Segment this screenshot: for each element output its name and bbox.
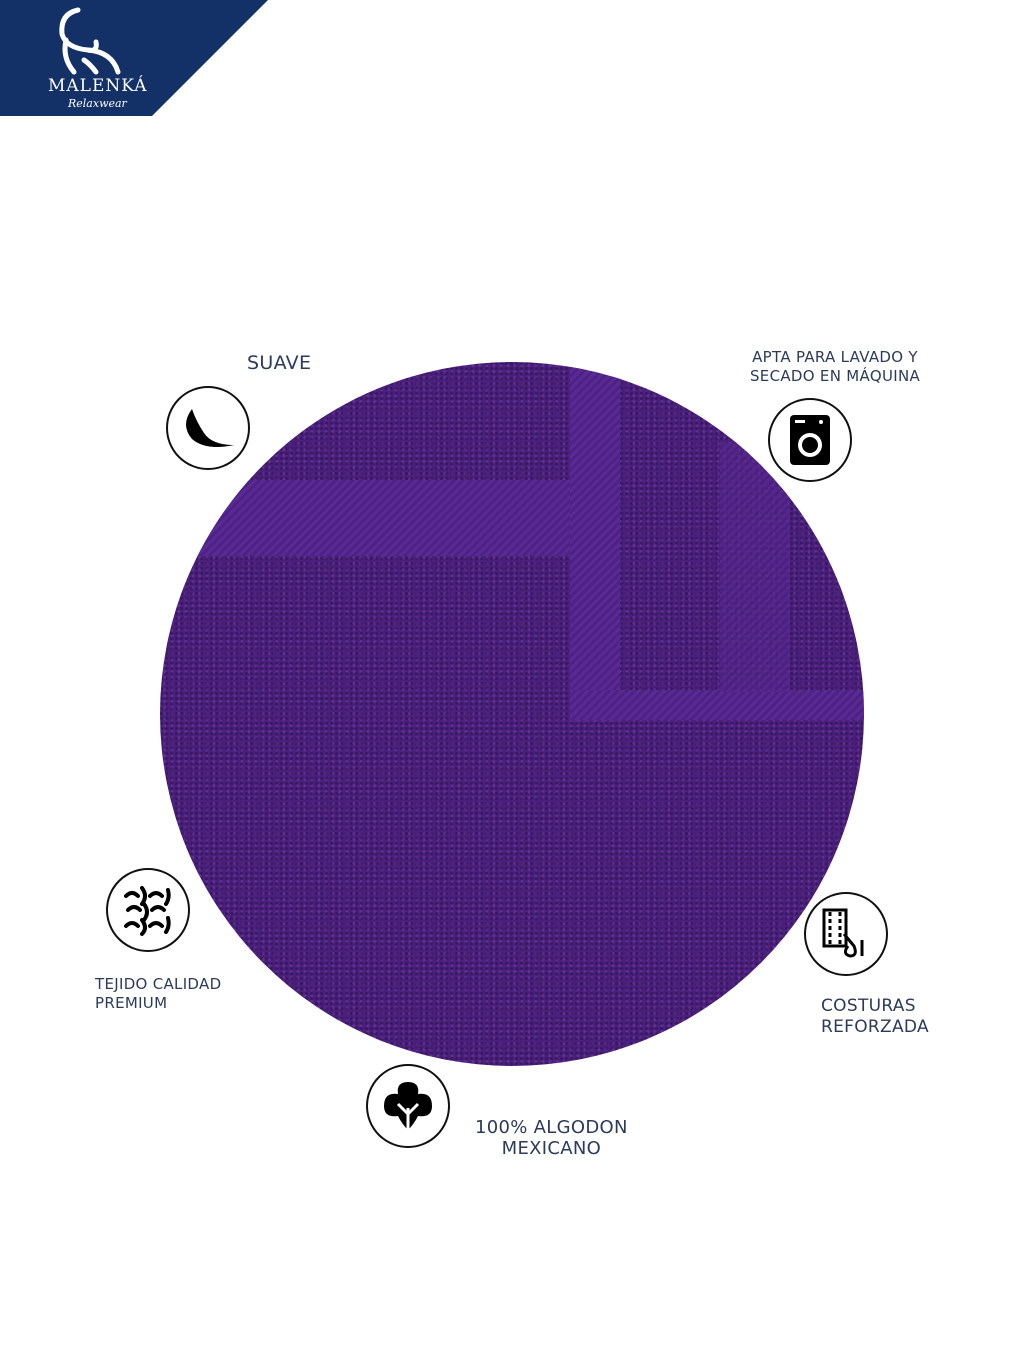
brand-tagline: Relaxwear: [68, 97, 127, 110]
cotton-icon: [366, 1064, 450, 1148]
feature-label-line: COSTURAS: [821, 996, 916, 1016]
sewing-icon: [804, 892, 888, 976]
feather-icon: [166, 386, 250, 470]
feature-label-line: APTA PARA LAVADO Y: [752, 348, 918, 366]
towel-border-band: [570, 690, 864, 720]
feature-label-algodon: 100% ALGODON MEXICANO: [475, 1117, 628, 1159]
towel-border-band: [720, 442, 790, 692]
towel-border-band: [570, 362, 620, 722]
feature-label-line: PREMIUM: [95, 994, 168, 1012]
feature-label-line: REFORZADA: [821, 1017, 929, 1037]
feature-label-suave: SUAVE: [247, 352, 312, 374]
feature-label-line: TEJIDO CALIDAD: [95, 975, 222, 993]
feature-label-line: SECADO EN MÁQUINA: [749, 367, 921, 385]
washing-machine-icon: [768, 398, 852, 482]
feature-label-line: 100% ALGODON: [475, 1117, 628, 1138]
elephant-logo-icon: [59, 7, 121, 75]
feature-label-costuras: COSTURAS REFORZADA: [821, 996, 929, 1038]
feature-label-washing: APTA PARA LAVADO Y SECADO EN MÁQUINA: [745, 348, 925, 386]
towel-border-band: [160, 480, 572, 556]
brand-banner-shape: [0, 0, 268, 116]
brand-name: MALENKÁ: [48, 76, 148, 96]
feature-label-line: MEXICANO: [501, 1138, 602, 1159]
towel-product-image: [160, 362, 864, 1066]
feature-label-tejido: TEJIDO CALIDAD PREMIUM: [95, 975, 221, 1013]
weave-icon: [106, 868, 190, 952]
